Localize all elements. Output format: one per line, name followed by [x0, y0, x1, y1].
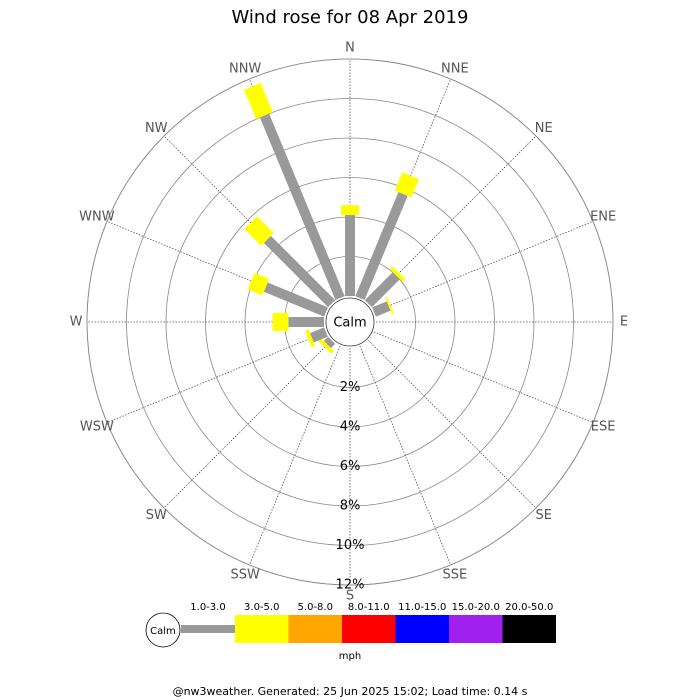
bar-segment — [259, 113, 345, 300]
legend-swatch — [342, 615, 396, 643]
legend-label: 8.0-11.0 — [348, 602, 390, 613]
legend-calm-circle — [145, 612, 181, 648]
direction-label: WSW — [80, 419, 114, 434]
radial-line — [373, 220, 594, 313]
direction-label: NNW — [229, 61, 261, 76]
legend-swatch — [235, 615, 289, 643]
radial-line — [368, 340, 537, 509]
bar-segment — [385, 296, 394, 315]
direction-label: SE — [536, 508, 552, 523]
direction-label: NE — [535, 121, 553, 136]
radial-line — [248, 345, 341, 566]
direction-label: WNW — [79, 210, 115, 225]
direction-label: NW — [145, 121, 168, 136]
direction-label: N — [345, 41, 355, 56]
legend-label: 1.0-3.0 — [190, 602, 225, 613]
legend-label: 11.0-15.0 — [398, 602, 446, 613]
bar-segment — [372, 301, 391, 317]
legend-swatch — [449, 615, 503, 643]
radial-line — [106, 331, 327, 424]
bar-segment — [323, 336, 336, 349]
legend-unit: mph — [339, 651, 361, 662]
bar-segment — [244, 82, 273, 119]
bar-segment — [394, 172, 419, 198]
legend-label: 15.0-20.0 — [452, 602, 500, 613]
direction-label: SSE — [442, 568, 467, 583]
bar-segment — [272, 313, 289, 331]
bar-segment — [304, 329, 316, 348]
grid-ring — [86, 58, 614, 586]
legend-label: 3.0-5.0 — [244, 602, 279, 613]
direction-label: S — [346, 589, 354, 604]
calm-circle — [325, 297, 375, 347]
direction-label: NNE — [441, 61, 469, 76]
direction-label: SW — [146, 508, 167, 523]
bar-segment — [263, 235, 336, 308]
footer: @nw3weather. Generated: 25 Jun 2025 15:0… — [173, 685, 528, 698]
bar-segment — [310, 327, 328, 343]
bar-segment — [355, 192, 408, 300]
legend-swatch — [395, 615, 449, 643]
legend-label: 20.0-50.0 — [505, 602, 553, 613]
radial-line — [373, 331, 594, 424]
bar-segment — [247, 272, 270, 296]
bar-segment — [263, 282, 328, 317]
radial-line — [359, 345, 452, 566]
ring-label: 8% — [340, 499, 361, 514]
bar-segment — [341, 205, 359, 216]
legend-calm-label: Calm — [150, 626, 176, 637]
legend-swatch — [502, 615, 556, 643]
direction-label: W — [70, 315, 83, 330]
legend-swatch — [288, 615, 342, 643]
bar-segment — [389, 266, 406, 283]
legend-swatch — [181, 625, 235, 633]
ring-label: 12% — [336, 578, 365, 593]
bar-segment — [345, 215, 355, 296]
grid-ring — [165, 137, 535, 507]
ring-label: 4% — [340, 420, 361, 435]
grid-ring — [126, 98, 574, 546]
direction-label: SSW — [230, 568, 260, 583]
chart-title: Wind rose for 08 Apr 2019 — [232, 7, 469, 28]
radial-line — [163, 340, 332, 509]
ring-label: 10% — [336, 538, 365, 553]
ring-label: 2% — [340, 380, 361, 395]
calm-label: Calm — [333, 316, 366, 331]
bar-segment — [364, 272, 400, 308]
direction-label: ESE — [591, 419, 616, 434]
direction-label: ENE — [590, 210, 616, 225]
ring-label: 6% — [340, 459, 361, 474]
bar-segment — [318, 338, 334, 354]
direction-label: E — [620, 315, 628, 330]
legend-label: 5.0-8.0 — [298, 602, 333, 613]
bar-segment — [244, 216, 274, 246]
bar-segment — [288, 317, 324, 327]
